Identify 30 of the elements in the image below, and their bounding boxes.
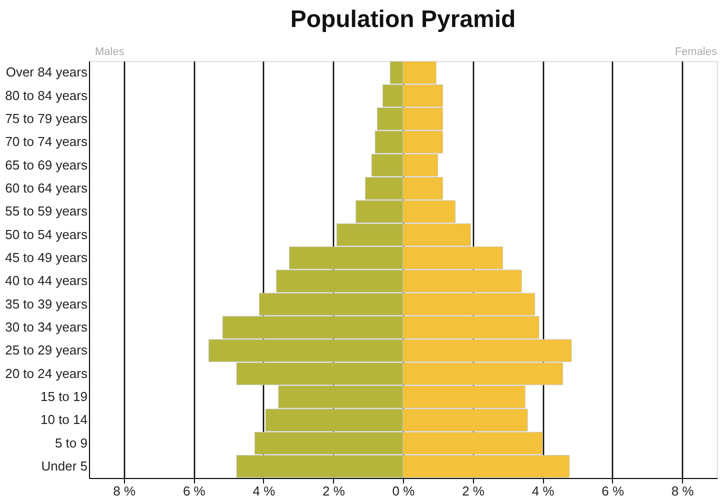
y-tick-label: Under 5 [41,458,88,474]
y-tick-label: 80 to 84 years [5,88,88,103]
x-tick-label: 2 % [322,484,346,498]
y-tick-label: 55 to 59 years [5,204,88,219]
x-tick-label: 6 % [182,484,206,498]
y-tick-label: 65 to 69 years [5,157,88,172]
x-tick-label: 8 % [113,484,136,498]
x-tick-label: 0 % [392,484,416,498]
y-tick-label: 40 to 44 years [5,273,88,288]
text: Males [95,46,125,58]
y-tick-label: 45 to 49 years [5,250,88,265]
y-tick-label: Over 84 years [6,64,88,80]
x-tick-label: 2 % [462,484,485,498]
y-tick-label: 20 to 24 years [5,366,88,381]
y-tick-label: 10 to 14 [40,412,88,428]
text: Females [674,46,718,58]
x-tick-label: 6 % [602,484,624,498]
y-tick-label: 50 to 54 years [5,226,88,242]
y-tick-label: 35 to 39 years [5,296,88,312]
y-tick-label: 30 to 34 years [5,319,88,334]
y-tick-label: 5 to 9 [54,435,88,450]
x-tick-label: 8 % [671,484,694,498]
y-tick-label: 75 to 79 years [5,110,88,126]
x-tick-label: 4 % [532,484,555,498]
x-tick-label: 4 % [252,484,276,498]
chart-title: Population Pyramid [290,6,516,33]
y-tick-label: 25 to 29 years [5,342,88,358]
y-tick-label: 15 to 19 [40,388,88,404]
y-tick-label: 70 to 74 years [5,134,88,150]
y-tick-label: 60 to 64 years [5,180,88,196]
